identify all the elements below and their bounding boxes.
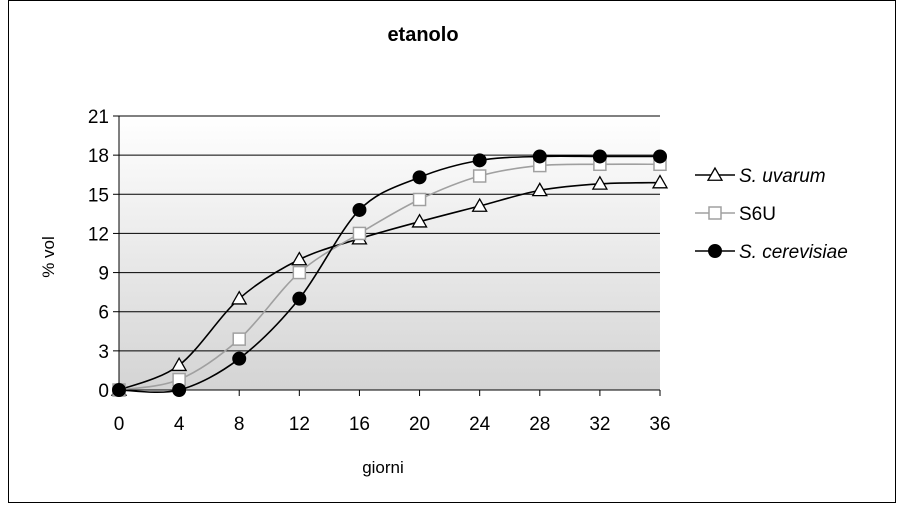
data-point — [412, 192, 427, 207]
x-tick-label: 24 — [469, 414, 491, 435]
data-point — [170, 356, 188, 372]
legend: S. uvarum S6U S. cerevisiae — [695, 166, 848, 263]
x-tick-label: 12 — [289, 414, 310, 435]
legend-label: S. cerevisiae — [739, 242, 848, 263]
data-point — [592, 149, 607, 164]
data-point — [471, 197, 488, 212]
y-tick-label: 21 — [88, 107, 109, 128]
data-point — [232, 332, 246, 346]
data-point — [472, 153, 487, 168]
y-tick-label: 9 — [98, 264, 109, 285]
data-point — [352, 226, 367, 241]
legend-marker — [706, 166, 724, 181]
legend-marker — [708, 244, 722, 258]
data-point — [472, 169, 487, 183]
y-tick-label: 3 — [98, 342, 109, 363]
plot-background — [119, 116, 660, 390]
series-line — [118, 181, 661, 391]
y-tick-label: 6 — [98, 303, 109, 324]
x-tick-label: 4 — [174, 414, 185, 435]
data-point — [292, 291, 307, 306]
data-point — [231, 290, 248, 305]
chart-title: etanolo — [387, 24, 458, 46]
series-line — [118, 163, 661, 391]
data-point — [651, 174, 669, 189]
legend-label: S. uvarum — [739, 166, 826, 187]
y-tick-label: 12 — [88, 224, 109, 245]
y-axis-title: % vol — [39, 236, 58, 278]
data-point — [112, 383, 126, 397]
chart-frame: etanolo % vol giorni 0 3 6 9 12 15 18 21 0 4 8 12 16… — [8, 0, 896, 503]
y-tick-label: 18 — [88, 146, 109, 167]
data-point — [532, 149, 547, 164]
x-tick-label: 16 — [349, 414, 370, 435]
x-tick-label: 32 — [589, 414, 610, 435]
y-tick-label: 15 — [88, 185, 109, 206]
data-point — [352, 202, 367, 217]
x-tick-label: 20 — [409, 414, 430, 435]
data-point — [411, 213, 428, 228]
legend-marker — [708, 206, 722, 220]
x-tick-label: 0 — [114, 414, 125, 435]
data-point — [232, 351, 247, 366]
y-tick-label: 0 — [98, 381, 109, 402]
data-point — [292, 265, 307, 280]
data-point — [291, 251, 308, 266]
x-tick-label: 36 — [649, 414, 670, 435]
legend-label: S6U — [739, 204, 776, 225]
x-tick-label: 8 — [234, 414, 245, 435]
x-axis-title: giorni — [362, 458, 404, 477]
data-point — [412, 170, 427, 185]
series-line — [118, 155, 660, 394]
data-point — [172, 383, 187, 397]
x-tick-label: 28 — [529, 414, 550, 435]
data-point — [591, 175, 609, 190]
data-point — [531, 182, 548, 197]
data-point — [653, 149, 667, 164]
